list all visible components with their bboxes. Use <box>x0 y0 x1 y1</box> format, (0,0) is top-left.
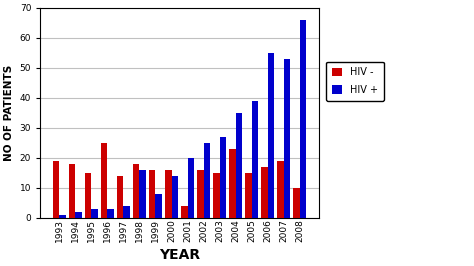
Bar <box>133 164 139 218</box>
Bar <box>172 176 178 218</box>
Bar <box>245 173 252 218</box>
Bar <box>85 173 91 218</box>
Bar <box>219 137 226 218</box>
Bar <box>69 164 75 218</box>
Bar <box>181 206 188 218</box>
Bar <box>293 188 300 218</box>
Bar <box>213 173 219 218</box>
Bar <box>53 161 59 218</box>
Bar <box>203 143 210 218</box>
Bar <box>236 113 242 218</box>
Bar <box>155 194 162 218</box>
Bar <box>261 167 268 218</box>
Bar <box>91 209 98 218</box>
Bar <box>139 170 146 218</box>
Y-axis label: NO OF PATIENTS: NO OF PATIENTS <box>4 65 14 161</box>
Bar <box>252 101 258 218</box>
Bar <box>117 176 123 218</box>
Bar <box>108 209 114 218</box>
Bar <box>268 53 274 218</box>
Bar <box>75 212 82 218</box>
Bar <box>300 20 306 218</box>
Legend: HIV -, HIV +: HIV -, HIV + <box>327 61 383 101</box>
Bar <box>59 215 66 218</box>
X-axis label: YEAR: YEAR <box>159 248 200 262</box>
Bar <box>149 170 155 218</box>
Bar <box>277 161 284 218</box>
Bar <box>188 158 194 218</box>
Bar <box>229 149 236 218</box>
Bar <box>101 143 108 218</box>
Bar <box>197 170 203 218</box>
Bar <box>165 170 172 218</box>
Bar <box>123 206 130 218</box>
Bar <box>284 59 290 218</box>
